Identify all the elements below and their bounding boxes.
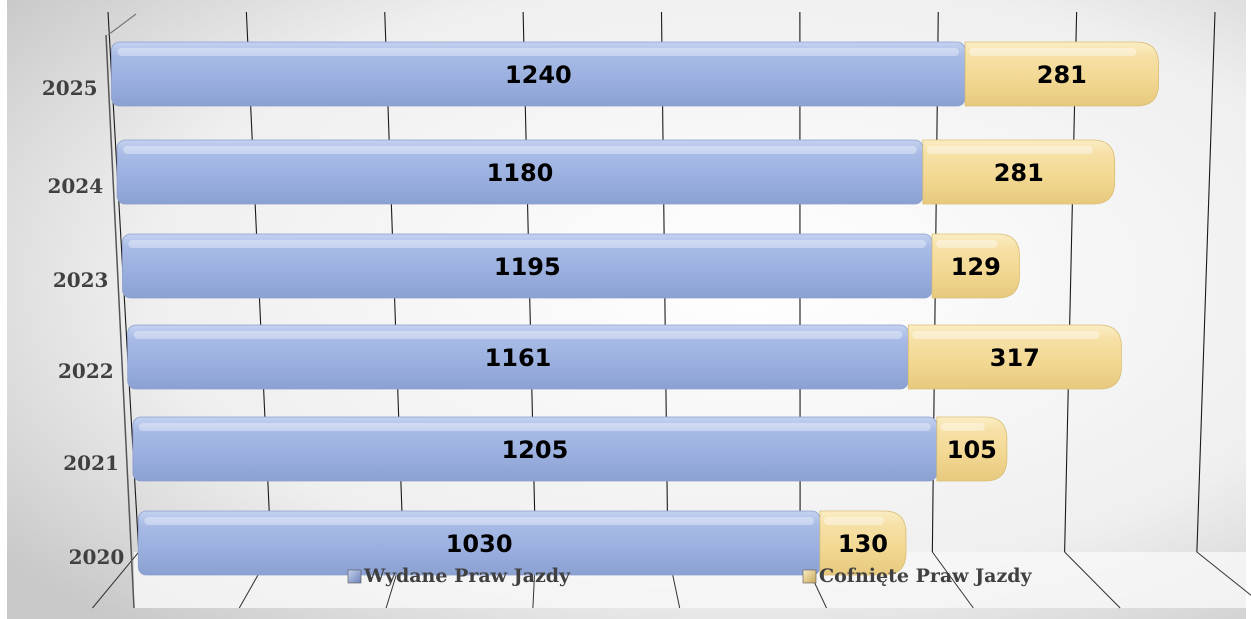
data-label-wydane: 1240 [505, 61, 572, 89]
bar-cofniete-highlight [823, 517, 884, 525]
bars [111, 41, 1159, 576]
category-label-2020: 2020 [69, 545, 125, 569]
legend-label-cofniete: Cofnięte Praw Jazdy [819, 565, 1033, 587]
bar-cofniete-highlight [926, 146, 1093, 154]
bar-wydane-highlight [133, 331, 903, 339]
axis-corner [107, 13, 137, 36]
floor-gridline [1064, 551, 1121, 609]
data-label-wydane: 1030 [446, 530, 513, 558]
bar-cofniete-2022 [907, 324, 1122, 390]
floor-gridline [1196, 551, 1251, 596]
data-label-cofniete: 281 [1037, 61, 1087, 89]
gridline [1196, 11, 1216, 553]
bar-cofniete-highlight [969, 48, 1137, 56]
labels: 1030 130 2020 1205 105 2021 1161 317 2022 1195 129… [42, 61, 1087, 569]
data-label-wydane: 1195 [494, 253, 561, 281]
bar-wydane-highlight [123, 146, 917, 154]
bar-cofniete-highlight [940, 423, 985, 431]
bar-wydane-highlight [117, 48, 960, 56]
bar-cofniete-2021 [936, 416, 1008, 482]
category-label-2022: 2022 [58, 359, 114, 383]
bar-cofniete-highlight [936, 240, 998, 248]
data-label-cofniete: 105 [947, 436, 997, 464]
category-label-2023: 2023 [53, 268, 109, 292]
bar-wydane-highlight [144, 517, 814, 525]
bar-wydane-highlight [128, 240, 927, 248]
legend: Wydane Praw Jazdy Cofnięte Praw Jazdy [347, 565, 1033, 587]
bar-cofniete-2023 [931, 233, 1020, 299]
legend-swatch-wydane [347, 569, 362, 584]
legend-item-cofniete: Cofnięte Praw Jazdy [802, 565, 1033, 587]
data-label-cofniete: 129 [951, 253, 1001, 281]
data-label-wydane: 1180 [487, 159, 554, 187]
legend-item-wydane: Wydane Praw Jazdy [347, 565, 571, 587]
bar-cofniete-2020 [819, 510, 907, 576]
data-label-cofniete: 317 [990, 344, 1040, 372]
floor-gridline [931, 551, 974, 609]
data-label-wydane: 1205 [501, 436, 568, 464]
category-label-2025: 2025 [42, 76, 98, 100]
data-label-cofniete: 281 [994, 159, 1044, 187]
bar-cofniete-2025 [964, 41, 1159, 107]
data-label-cofniete: 130 [838, 530, 888, 558]
bar-cofniete-2024 [922, 139, 1116, 205]
bar-cofniete-highlight [912, 331, 1100, 339]
legend-swatch-cofniete [802, 569, 817, 584]
data-label-wydane: 1161 [485, 344, 552, 372]
bar-wydane-highlight [138, 423, 931, 431]
legend-label-wydane: Wydane Praw Jazdy [363, 565, 571, 587]
y-axis-line [105, 34, 135, 609]
category-label-2024: 2024 [47, 174, 103, 198]
category-label-2021: 2021 [63, 451, 119, 475]
